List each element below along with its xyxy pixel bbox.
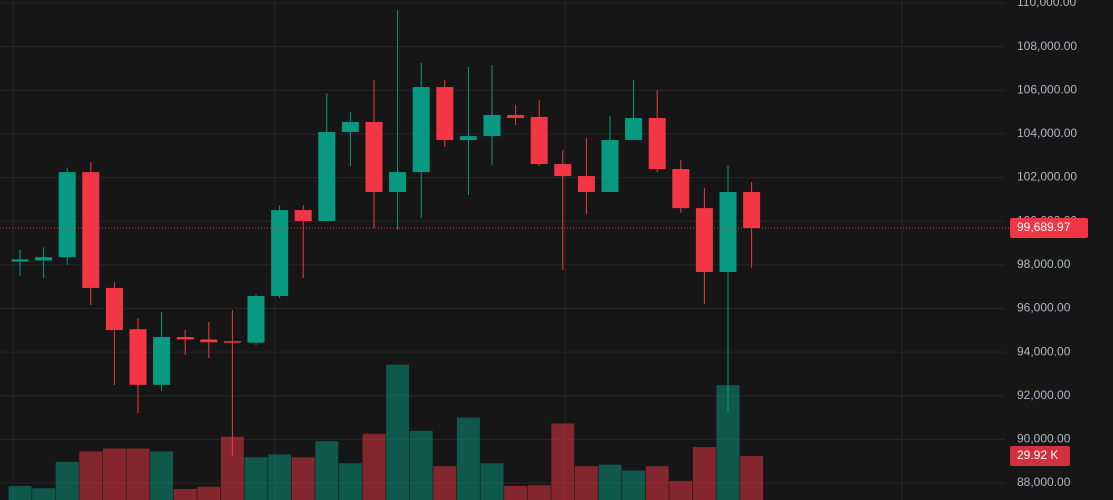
candle-body	[129, 329, 147, 385]
volume-bar	[433, 466, 457, 500]
y-tick-label: 108,000.00	[1017, 39, 1077, 53]
volume-bar	[456, 417, 480, 500]
candle-body	[577, 176, 595, 192]
candle-body	[271, 210, 289, 297]
candle-body	[601, 140, 619, 192]
candle-body	[176, 337, 194, 340]
volume-bar	[740, 456, 764, 500]
last-volume-label: 29.92 K	[1017, 448, 1058, 462]
y-tick-label: 104,000.00	[1017, 126, 1077, 140]
candle-body	[459, 136, 477, 141]
candle-body	[11, 259, 29, 262]
y-tick-label: 94,000.00	[1017, 344, 1071, 358]
candle-body	[530, 116, 548, 165]
volume-bar	[8, 486, 32, 500]
candle-body	[247, 296, 265, 343]
volume-bar	[268, 454, 292, 500]
volume-bar	[716, 385, 740, 500]
candle-body	[672, 169, 690, 209]
candle-body	[625, 118, 643, 141]
volume-bar	[173, 488, 197, 500]
candle-body	[412, 87, 430, 173]
volume-bar	[409, 430, 433, 500]
volume-bar	[551, 423, 575, 500]
volume-bar	[126, 448, 150, 500]
volume-bar	[622, 470, 646, 500]
candle-body	[223, 341, 241, 343]
volume-bar	[598, 464, 622, 500]
volume-bar	[32, 488, 56, 500]
y-tick-label: 102,000.00	[1017, 170, 1077, 184]
volume-bar	[220, 436, 244, 500]
y-tick-label: 96,000.00	[1017, 301, 1071, 315]
volume-bar	[527, 485, 551, 500]
y-tick-label: 110,000.00	[1017, 0, 1076, 9]
y-tick-label: 92,000.00	[1017, 388, 1071, 402]
volume-bar	[574, 466, 598, 500]
y-tick-label: 106,000.00	[1017, 82, 1077, 96]
y-tick-label: 90,000.00	[1017, 432, 1071, 446]
candle-body	[554, 164, 572, 177]
volume-bar	[338, 463, 362, 500]
candle-body	[719, 191, 737, 273]
candle-body	[648, 118, 666, 170]
volume-bar	[480, 463, 504, 500]
candle-body	[153, 337, 171, 385]
candle-body	[200, 339, 218, 343]
volume-bar	[79, 451, 103, 500]
candle-body	[365, 121, 383, 192]
last-price-label: 99,689.97	[1017, 220, 1071, 234]
candle-body	[483, 114, 501, 137]
volume-bar	[102, 448, 126, 500]
candle-body	[436, 87, 454, 141]
last-volume-box	[1010, 446, 1070, 466]
volume-bar	[504, 486, 528, 500]
volume-bar	[645, 466, 669, 500]
candle-body	[318, 131, 336, 221]
volume-bar	[197, 486, 221, 500]
candle-body	[82, 172, 100, 288]
volume-bar	[362, 433, 386, 500]
volume-bar	[315, 441, 339, 500]
candle-body	[341, 121, 359, 132]
volume-bar	[669, 480, 693, 500]
volume-bar	[244, 457, 268, 500]
candle-body	[389, 172, 407, 192]
candle-body	[35, 257, 53, 261]
candle-body	[695, 208, 713, 273]
last-price-box	[1010, 217, 1088, 238]
volume-bar	[386, 364, 410, 500]
candle-body	[58, 172, 76, 258]
candle-body	[105, 287, 123, 331]
volume-bar	[291, 457, 315, 500]
volume-bar	[150, 451, 174, 500]
volume-bar	[55, 461, 79, 500]
candle-body	[743, 191, 761, 228]
y-tick-label: 88,000.00	[1017, 475, 1071, 489]
y-tick-label: 98,000.00	[1017, 257, 1071, 271]
candle-body	[294, 210, 312, 221]
volume-bar	[692, 447, 716, 500]
candle-body	[507, 114, 525, 119]
